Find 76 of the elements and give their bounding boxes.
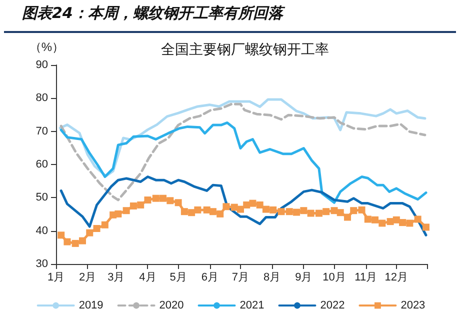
line-series bbox=[60, 121, 428, 204]
chart-subtitle: 全国主要钢厂螺纹钢开工率 bbox=[161, 42, 329, 58]
line-series bbox=[60, 176, 428, 236]
point bbox=[144, 196, 152, 204]
x-tick-label: 10月 bbox=[322, 272, 346, 284]
y-tick-label: 30 bbox=[36, 258, 48, 270]
point bbox=[315, 210, 322, 217]
point bbox=[378, 220, 386, 227]
point bbox=[399, 219, 406, 226]
x-tick-label: 1月 bbox=[47, 272, 65, 284]
legend-label: 2019 bbox=[78, 300, 104, 312]
point bbox=[336, 209, 344, 216]
point bbox=[166, 197, 174, 204]
x-tick-label: 5月 bbox=[170, 272, 187, 284]
point bbox=[322, 208, 330, 216]
point bbox=[152, 194, 160, 202]
y-tick-label: 90 bbox=[36, 59, 48, 71]
point bbox=[307, 210, 314, 217]
point bbox=[236, 206, 244, 213]
y-tick-label: 40 bbox=[36, 224, 48, 237]
line-series bbox=[60, 102, 426, 202]
chart-title: 图表24：本周，螺纹钢开工率有所回落 bbox=[22, 4, 283, 23]
x-tick-label: 11月 bbox=[354, 272, 378, 284]
point bbox=[422, 224, 430, 231]
point bbox=[300, 207, 308, 214]
point bbox=[180, 208, 188, 216]
point bbox=[249, 200, 256, 207]
point bbox=[406, 220, 414, 227]
point bbox=[64, 238, 71, 246]
point bbox=[160, 194, 167, 202]
y-tick-label: 70 bbox=[36, 125, 48, 138]
point bbox=[101, 221, 108, 228]
y-tick-label: 60 bbox=[36, 158, 48, 170]
point bbox=[222, 203, 230, 210]
point bbox=[270, 206, 277, 214]
point bbox=[174, 199, 182, 206]
x-tick-label: 6月 bbox=[201, 272, 218, 284]
point bbox=[372, 216, 379, 224]
point bbox=[358, 206, 366, 214]
x-tick-label: 4月 bbox=[139, 272, 156, 284]
point bbox=[286, 208, 293, 216]
point bbox=[262, 206, 270, 213]
x-tick-label: 8月 bbox=[264, 272, 281, 284]
point bbox=[414, 216, 422, 223]
point bbox=[256, 201, 264, 208]
point bbox=[122, 207, 130, 214]
point bbox=[194, 206, 202, 214]
legend-label: 2022 bbox=[320, 300, 345, 312]
legend-label: 2023 bbox=[400, 300, 426, 312]
point bbox=[93, 225, 100, 232]
point bbox=[188, 209, 196, 216]
legend-label: 2020 bbox=[159, 300, 184, 312]
point bbox=[114, 210, 122, 218]
point bbox=[293, 208, 300, 216]
point bbox=[79, 237, 86, 244]
y-tick-label: 80 bbox=[36, 92, 48, 104]
y-tick-label: 50 bbox=[36, 192, 48, 204]
legend-label: 2021 bbox=[240, 300, 264, 312]
point bbox=[350, 207, 358, 214]
x-tick-label: 9月 bbox=[295, 272, 312, 284]
x-tick-label: 12月 bbox=[384, 272, 408, 284]
point bbox=[86, 229, 94, 236]
point bbox=[278, 208, 285, 216]
point bbox=[72, 240, 79, 247]
point bbox=[364, 216, 372, 223]
point bbox=[216, 210, 224, 218]
x-tick-label: 2月 bbox=[79, 272, 96, 284]
point bbox=[344, 214, 351, 221]
point bbox=[58, 232, 65, 239]
point bbox=[137, 201, 144, 208]
y-axis-title: （%） bbox=[29, 40, 64, 54]
point bbox=[392, 216, 400, 224]
x-tick-label: 3月 bbox=[108, 272, 125, 284]
point bbox=[130, 202, 137, 210]
x-tick-label: 7月 bbox=[232, 272, 250, 284]
point bbox=[209, 208, 216, 216]
